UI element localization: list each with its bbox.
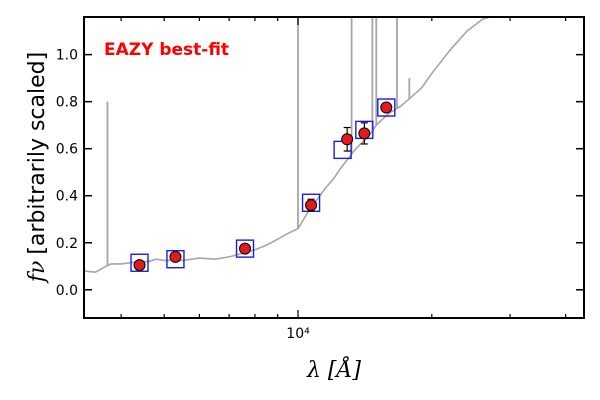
plot-frame xyxy=(83,16,585,319)
y-tick-label: 1.0 xyxy=(56,48,78,64)
model-photometry-square xyxy=(235,239,255,258)
observed-point xyxy=(169,250,182,263)
observed-point xyxy=(133,259,146,272)
x-tick-label: 10⁴ xyxy=(286,326,310,342)
plot-content xyxy=(84,17,493,273)
observed-point xyxy=(239,242,252,255)
template-spectrum-line xyxy=(84,17,493,273)
x-axis-ticks: 10⁴ xyxy=(120,17,567,342)
y-axis-label-symbol: fν xyxy=(25,261,50,285)
observed-point xyxy=(305,199,318,212)
y-tick-label: 0.8 xyxy=(56,95,78,111)
y-axis-label: fν [arbitrarily scaled] xyxy=(25,52,50,284)
y-tick-label: 0.4 xyxy=(56,189,78,205)
emission-lines-layer xyxy=(106,17,411,266)
model-photometry-square xyxy=(166,250,185,269)
model-photometry-square xyxy=(377,98,396,117)
y-axis-label-text: [arbitrarily scaled] xyxy=(25,52,50,255)
observed-photometry-layer xyxy=(133,101,393,272)
y-tick-label: 0.0 xyxy=(56,283,78,299)
observed-point xyxy=(358,127,371,140)
y-axis-ticks: 0.0 0.2 0.4 0.6 0.8 1.0 xyxy=(56,48,584,299)
x-axis-label: λ [Å] xyxy=(306,355,361,383)
model-photometry-square xyxy=(130,253,149,272)
observed-point xyxy=(380,101,393,114)
annotation-label: EAZY best-fit xyxy=(104,40,229,60)
observed-point xyxy=(341,133,354,146)
y-tick-label: 0.6 xyxy=(56,142,78,158)
plot-background xyxy=(84,17,584,318)
y-tick-label: 0.2 xyxy=(56,236,78,252)
